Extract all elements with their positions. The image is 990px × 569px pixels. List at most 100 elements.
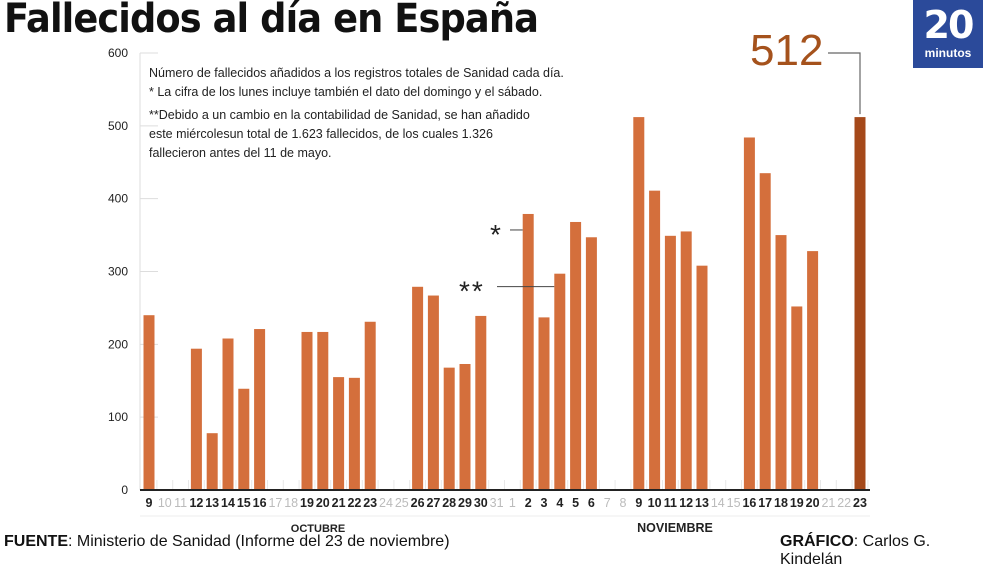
bar bbox=[459, 363, 471, 490]
note-line-3: **Debido a un cambio en la contabilidad … bbox=[149, 108, 530, 122]
x-tick-label: 19 bbox=[790, 496, 804, 510]
y-tick-label: 300 bbox=[108, 265, 128, 279]
x-tick-label: 5 bbox=[572, 496, 579, 510]
y-tick-label: 0 bbox=[121, 483, 128, 497]
x-tick-label: 10 bbox=[648, 496, 662, 510]
x-tick-label: 1 bbox=[509, 496, 516, 510]
x-tick-label: 15 bbox=[237, 496, 251, 510]
bar bbox=[791, 306, 803, 490]
bar bbox=[538, 317, 550, 490]
bar bbox=[206, 433, 218, 490]
x-tick-label: 22 bbox=[837, 496, 851, 510]
x-tick-label: 27 bbox=[426, 496, 440, 510]
bar bbox=[775, 235, 787, 490]
x-tick-label: 16 bbox=[742, 496, 756, 510]
highlight-value-label: 512 bbox=[750, 26, 824, 75]
bar bbox=[301, 331, 313, 490]
y-tick-label: 200 bbox=[108, 337, 128, 351]
annotation-double-asterisk: ** bbox=[459, 276, 485, 307]
x-tick-label: 13 bbox=[205, 496, 219, 510]
x-tick-label: 10 bbox=[158, 496, 172, 510]
x-tick-label: 30 bbox=[474, 496, 488, 510]
x-tick-label: 18 bbox=[774, 496, 788, 510]
x-tick-label: 8 bbox=[620, 496, 627, 510]
y-tick-label: 400 bbox=[108, 192, 128, 206]
x-tick-label: 29 bbox=[458, 496, 472, 510]
x-tick-label: 4 bbox=[556, 496, 563, 510]
x-tick-label: 25 bbox=[395, 496, 409, 510]
x-tick-label: 13 bbox=[695, 496, 709, 510]
bar bbox=[585, 237, 597, 490]
bar bbox=[743, 137, 755, 490]
x-tick-label: 7 bbox=[604, 496, 611, 510]
x-tick-label: 11 bbox=[174, 496, 187, 510]
x-tick-label: 22 bbox=[347, 496, 361, 510]
bar bbox=[759, 173, 771, 491]
x-tick-label: 2 bbox=[525, 496, 532, 510]
bar bbox=[364, 321, 376, 490]
x-tick-label: 23 bbox=[363, 496, 377, 510]
bar bbox=[412, 286, 424, 490]
note-line-5: fallecieron antes del 11 de mayo. bbox=[149, 146, 332, 160]
graphic-credit: GRÁFICO: Carlos G. Kindelán bbox=[780, 533, 990, 569]
logo-number: 20 bbox=[923, 3, 975, 47]
bar bbox=[317, 331, 329, 490]
annotation-single-asterisk: * bbox=[490, 219, 501, 250]
month-label-octubre: OCTUBRE bbox=[291, 523, 345, 535]
bar bbox=[348, 377, 360, 490]
bar bbox=[633, 117, 645, 491]
x-tick-label: 20 bbox=[806, 496, 820, 510]
x-tick-label: 14 bbox=[711, 496, 725, 510]
x-tick-label: 28 bbox=[442, 496, 456, 510]
x-tick-label: 31 bbox=[490, 496, 504, 510]
bar bbox=[522, 213, 534, 490]
bar bbox=[696, 265, 708, 490]
logo-text: minutos bbox=[924, 46, 972, 60]
bar bbox=[649, 190, 661, 490]
y-tick-label: 100 bbox=[108, 410, 128, 424]
x-tick-label: 9 bbox=[635, 496, 642, 510]
x-tick-label: 16 bbox=[253, 496, 267, 510]
x-tick-label: 19 bbox=[300, 496, 314, 510]
source-label: FUENTE bbox=[4, 533, 68, 550]
note-line-2: * La cifra de los lunes incluye también … bbox=[149, 85, 543, 99]
x-tick-label: 20 bbox=[316, 496, 330, 510]
bar bbox=[854, 117, 866, 491]
credit-label: GRÁFICO bbox=[780, 533, 854, 550]
x-tick-label: 17 bbox=[758, 496, 772, 510]
bar bbox=[570, 221, 582, 490]
y-tick-label: 600 bbox=[108, 46, 128, 60]
x-tick-label: 18 bbox=[284, 496, 298, 510]
bar bbox=[190, 348, 202, 490]
bar bbox=[680, 231, 692, 491]
20minutos-logo: 20 minutos bbox=[913, 0, 983, 68]
note-line-4: este miércolesun total de 1.623 fallecid… bbox=[149, 127, 493, 141]
bar bbox=[427, 295, 439, 490]
x-tick-label: 9 bbox=[146, 496, 153, 510]
source-credit: FUENTE: Ministerio de Sanidad (Informe d… bbox=[4, 533, 450, 551]
x-tick-label: 24 bbox=[379, 496, 393, 510]
x-tick-label: 26 bbox=[411, 496, 425, 510]
source-text: : Ministerio de Sanidad (Informe del 23 … bbox=[68, 533, 450, 550]
x-tick-label: 12 bbox=[679, 496, 693, 510]
bar bbox=[254, 329, 266, 490]
x-tick-label: 23 bbox=[853, 496, 867, 510]
chart-title: Fallecidos al día en España bbox=[4, 0, 539, 42]
x-tick-label: 21 bbox=[821, 496, 835, 510]
bar bbox=[475, 315, 487, 490]
bar bbox=[222, 338, 234, 490]
x-tick-label: 6 bbox=[588, 496, 595, 510]
bar bbox=[807, 251, 819, 490]
bar bbox=[333, 377, 345, 490]
month-label-noviembre: NOVIEMBRE bbox=[637, 521, 713, 535]
x-tick-label: 17 bbox=[268, 496, 282, 510]
bar bbox=[238, 388, 250, 490]
x-tick-label: 12 bbox=[189, 496, 203, 510]
note-line-1: Número de fallecidos añadidos a los regi… bbox=[149, 66, 564, 80]
bar bbox=[554, 273, 566, 490]
y-tick-label: 500 bbox=[108, 119, 128, 133]
x-tick-label: 15 bbox=[727, 496, 741, 510]
bar bbox=[143, 315, 155, 490]
x-tick-label: 11 bbox=[664, 496, 677, 510]
highlight-leader-line bbox=[828, 52, 861, 115]
